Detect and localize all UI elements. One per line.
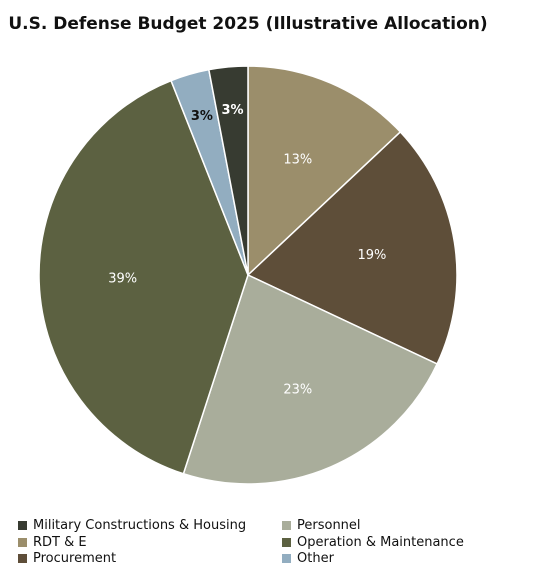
legend-swatch (18, 554, 27, 563)
legend-label: RDT & E (33, 534, 87, 550)
pie-slice-military-constructions-and-housing (207, 65, 249, 276)
pie-slice-labels: 13% 19% 23% 39% 3% 3% (108, 103, 386, 398)
legend-label: Procurement (33, 551, 117, 566)
legend-swatch (18, 537, 27, 547)
legend-swatch (282, 554, 291, 563)
slice-label-operation-and-maintenance: 39% (108, 271, 137, 286)
slice-label-procurement: 19% (357, 248, 386, 263)
pie-slice-operation-and-maintenance (38, 79, 249, 475)
legend-label: Other (297, 551, 334, 566)
legend-label: Operation & Maintenance (297, 534, 464, 550)
slice-label-personnel: 23% (283, 383, 312, 398)
legend-item-operation-and-maintenance: Operation & Maintenance (282, 535, 464, 550)
legend-swatch (18, 521, 27, 530)
legend-item-procurement: Procurement (18, 551, 116, 566)
legend-swatch (282, 521, 291, 530)
pie-chart: 13% 19% 23% 39% 3% 3% (38, 65, 458, 485)
legend-swatch (282, 537, 291, 547)
pie-slice-procurement (246, 130, 458, 365)
legend-item-military-constructions-and-housing: Military Constructions & Housing (18, 518, 246, 533)
legend-item-other: Other (282, 551, 334, 566)
legend-label: Personnel (297, 518, 361, 533)
pie-slice-personnel (182, 273, 439, 485)
chart-title: U.S. Defense Budget 2025 (Illustrative A… (8, 14, 488, 34)
pie-slice-rdt-and-e (247, 65, 402, 277)
slice-label-other: 3% (191, 109, 213, 124)
legend-item-rdt-and-e: RDT & E (18, 535, 87, 550)
pie-slices (38, 65, 458, 485)
legend-item-personnel: Personnel (282, 518, 361, 533)
slice-label-rdt-and-e: 13% (283, 152, 312, 167)
legend-label: Military Constructions & Housing (33, 518, 247, 533)
slice-label-military-constructions-and-housing: 3% (221, 103, 243, 118)
